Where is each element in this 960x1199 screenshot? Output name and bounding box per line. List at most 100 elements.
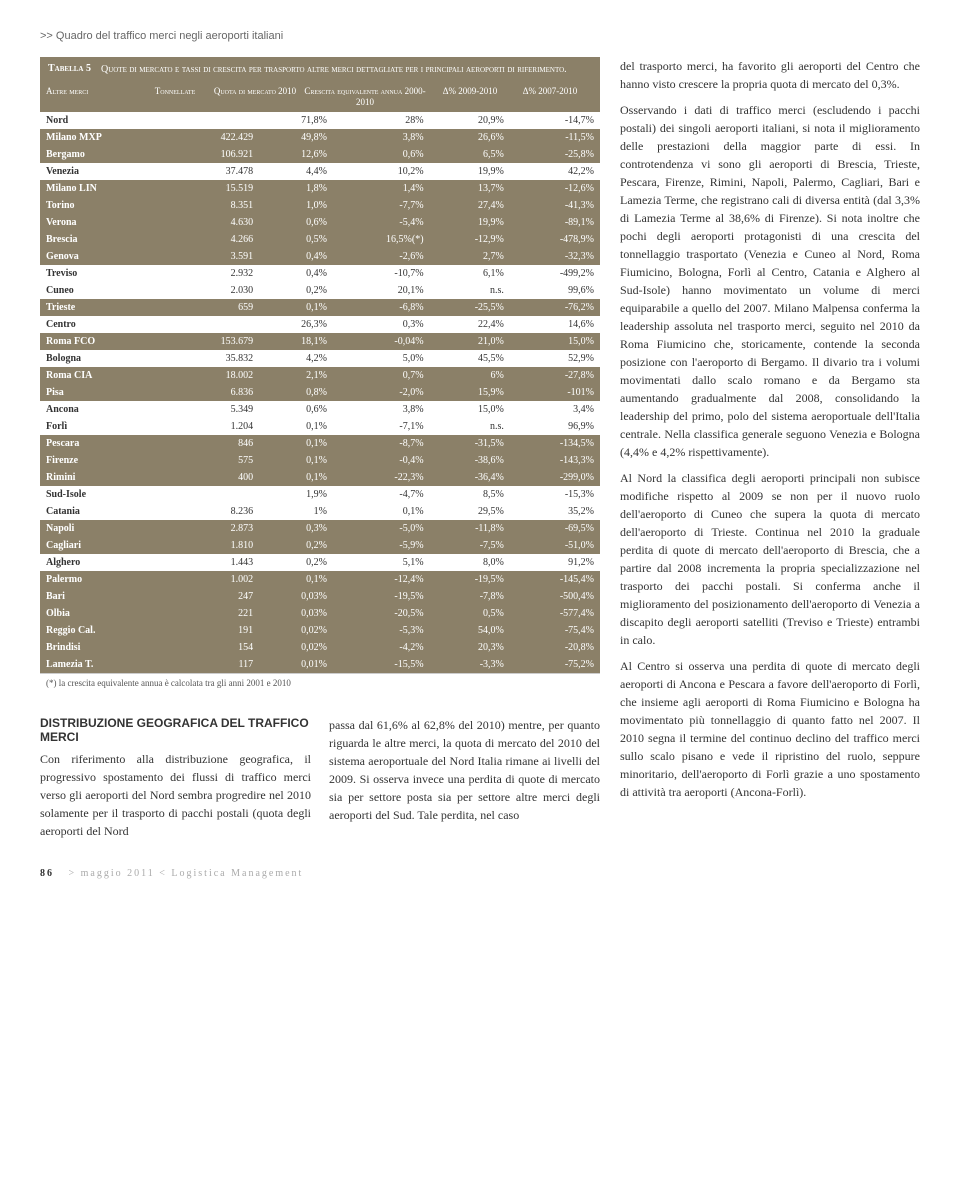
table-row: Bari2470,03%-19,5%-7,8%-500,4%: [40, 588, 600, 605]
table-row: Roma FCO153.67918,1%-0,04%21,0%15,0%: [40, 333, 600, 350]
table5-col-headers: Altre merci Tonnellate Quota di mercato …: [40, 82, 600, 112]
right-p1: del trasporto merci, ha favorito gli aer…: [620, 57, 920, 93]
table-cell: -2,0%: [333, 384, 430, 401]
table-cell: -14,7%: [510, 112, 600, 129]
table-row: Firenze5750,1%-0,4%-38,6%-143,3%: [40, 452, 600, 469]
table-cell: Alghero: [40, 554, 172, 571]
table-row: Ancona5.3490,6%3,8%15,0%3,4%: [40, 401, 600, 418]
table-cell: [172, 316, 259, 333]
table-cell: -69,5%: [510, 520, 600, 537]
table-cell: 52,9%: [510, 350, 600, 367]
table-cell: 0,4%: [259, 248, 333, 265]
table-cell: 0,2%: [259, 282, 333, 299]
table-cell: 99,6%: [510, 282, 600, 299]
table-cell: Centro: [40, 316, 172, 333]
col-header-crescita: Crescita equivalente annua 2000-2010: [300, 82, 430, 112]
table-row: Palermo1.0020,1%-12,4%-19,5%-145,4%: [40, 571, 600, 588]
table5-footnote: (*) la crescita equivalente annua è calc…: [40, 673, 600, 692]
table-cell: -499,2%: [510, 265, 600, 282]
table-cell: Torino: [40, 197, 172, 214]
table-cell: 0,02%: [259, 622, 333, 639]
table-cell: -478,9%: [510, 231, 600, 248]
table-cell: 117: [172, 656, 259, 673]
table-cell: Bergamo: [40, 146, 172, 163]
table-cell: 0,5%: [430, 605, 510, 622]
table-cell: Pisa: [40, 384, 172, 401]
table-cell: -8,7%: [333, 435, 430, 452]
table-cell: 18,1%: [259, 333, 333, 350]
table5-header: Tabella 5 Quote di mercato e tassi di cr…: [40, 57, 600, 82]
table-cell: -75,4%: [510, 622, 600, 639]
table-row: Lamezia T.1170,01%-15,5%-3,3%-75,2%: [40, 656, 600, 673]
table-cell: 20,3%: [430, 639, 510, 656]
table-cell: 71,8%: [259, 112, 333, 129]
table-cell: 3,4%: [510, 401, 600, 418]
table-cell: Brindisi: [40, 639, 172, 656]
table-cell: Nord: [40, 112, 172, 129]
table-cell: -134,5%: [510, 435, 600, 452]
table-cell: 0,2%: [259, 554, 333, 571]
table-cell: 5,0%: [333, 350, 430, 367]
table-cell: 35,2%: [510, 503, 600, 520]
table-cell: Venezia: [40, 163, 172, 180]
table-cell: -36,4%: [430, 469, 510, 486]
right-p4: Al Centro si osserva una perdita di quot…: [620, 657, 920, 801]
table-cell: 6,5%: [430, 146, 510, 163]
table-cell: 0,03%: [259, 588, 333, 605]
table-cell: 14,6%: [510, 316, 600, 333]
table-cell: -12,9%: [430, 231, 510, 248]
table5-label: Tabella 5: [48, 63, 91, 74]
table-cell: Bologna: [40, 350, 172, 367]
table-cell: -500,4%: [510, 588, 600, 605]
table-cell: 0,1%: [259, 452, 333, 469]
table-row: Milano MXP422.42949,8%3,8%26,6%-11,5%: [40, 129, 600, 146]
table-cell: Sud-Isole: [40, 486, 172, 503]
table-cell: 18.002: [172, 367, 259, 384]
table-cell: 0,1%: [259, 469, 333, 486]
table-row: Genova3.5910,4%-2,6%2,7%-32,3%: [40, 248, 600, 265]
page-number: 86: [40, 868, 54, 879]
table-cell: -143,3%: [510, 452, 600, 469]
table-cell: 2.030: [172, 282, 259, 299]
table-cell: 1,4%: [333, 180, 430, 197]
table-row: Catania8.2361%0,1%29,5%35,2%: [40, 503, 600, 520]
table-cell: -12,6%: [510, 180, 600, 197]
table-cell: [172, 486, 259, 503]
table-cell: 45,5%: [430, 350, 510, 367]
table-cell: -5,4%: [333, 214, 430, 231]
col-header-delta-2009-2010: Δ% 2009-2010: [430, 82, 510, 112]
table-cell: 154: [172, 639, 259, 656]
table-cell: 27,4%: [430, 197, 510, 214]
table-cell: -38,6%: [430, 452, 510, 469]
table-cell: 1.002: [172, 571, 259, 588]
table-cell: 91,2%: [510, 554, 600, 571]
table-cell: 12,6%: [259, 146, 333, 163]
table-cell: Olbia: [40, 605, 172, 622]
table-cell: 28%: [333, 112, 430, 129]
table-row: Pisa6.8360,8%-2,0%15,9%-101%: [40, 384, 600, 401]
table-cell: -10,7%: [333, 265, 430, 282]
table-cell: 0,02%: [259, 639, 333, 656]
right-column: del trasporto merci, ha favorito gli aer…: [620, 57, 920, 848]
table-cell: 8,0%: [430, 554, 510, 571]
table-cell: 0,8%: [259, 384, 333, 401]
table-cell: 1,0%: [259, 197, 333, 214]
bottom-col2-text: passa dal 61,6% al 62,8% del 2010) mentr…: [329, 716, 600, 824]
table-cell: -0,04%: [333, 333, 430, 350]
table-cell: -0,4%: [333, 452, 430, 469]
table-cell: 1,9%: [259, 486, 333, 503]
table-cell: 2,7%: [430, 248, 510, 265]
table-cell: 0,1%: [259, 571, 333, 588]
table-row: Reggio Cal.1910,02%-5,3%54,0%-75,4%: [40, 622, 600, 639]
table-cell: 0,1%: [333, 503, 430, 520]
table-cell: 26,3%: [259, 316, 333, 333]
table-cell: 0,5%: [259, 231, 333, 248]
table-cell: 6,1%: [430, 265, 510, 282]
table-cell: 29,5%: [430, 503, 510, 520]
table-cell: 659: [172, 299, 259, 316]
table-cell: 0,01%: [259, 656, 333, 673]
table-cell: 26,6%: [430, 129, 510, 146]
table-cell: Trieste: [40, 299, 172, 316]
table-cell: 16,5%(*): [333, 231, 430, 248]
table-cell: 8.351: [172, 197, 259, 214]
